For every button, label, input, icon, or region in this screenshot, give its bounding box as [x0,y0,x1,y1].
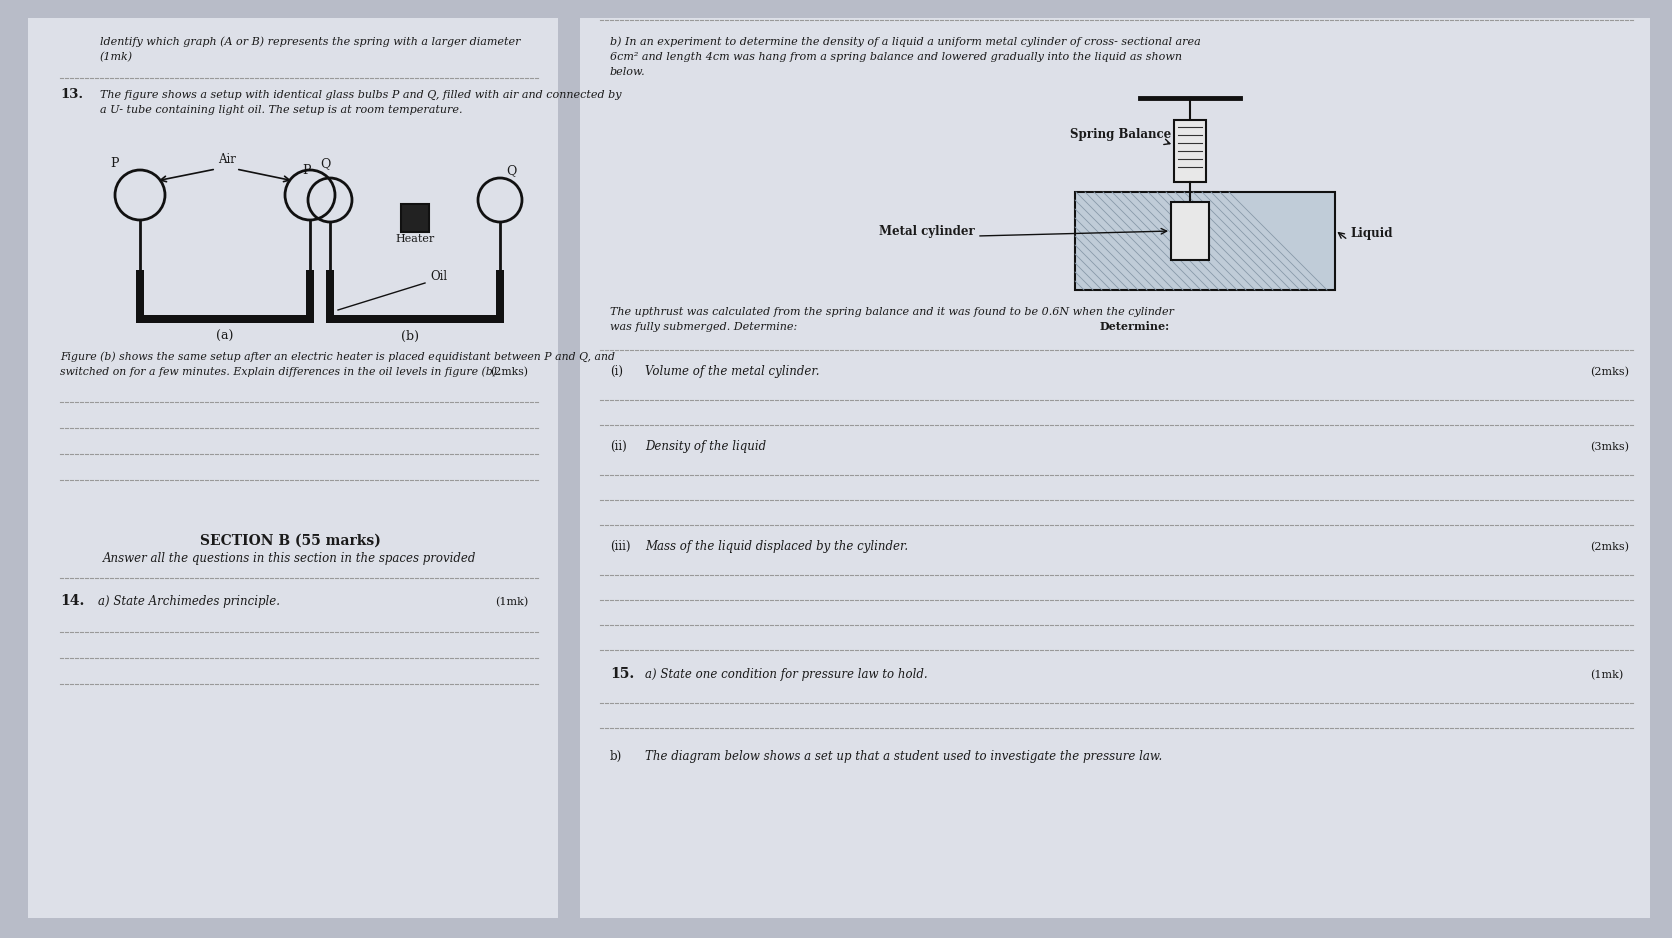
Text: (ii): (ii) [610,440,627,453]
Text: Figure (b) shows the same setup after an electric heater is placed equidistant b: Figure (b) shows the same setup after an… [60,352,615,362]
Text: below.: below. [610,67,645,77]
Text: Heater: Heater [395,234,435,244]
Text: (iii): (iii) [610,540,630,553]
Text: (i): (i) [610,365,624,378]
Bar [1174,120,1206,182]
Text: The diagram below shows a set up that a student used to investigate the pressure: The diagram below shows a set up that a … [645,750,1162,763]
Text: Determine:: Determine: [1100,321,1170,332]
Text: SECTION B (55 marks): SECTION B (55 marks) [199,534,381,548]
Text: The upthrust was calculated from the spring balance and it was found to be 0.6N : The upthrust was calculated from the spr… [610,307,1174,317]
Text: (1mk): (1mk) [100,52,134,62]
Text: (1mk): (1mk) [1590,670,1624,680]
Text: (a): (a) [216,330,234,343]
Text: a U- tube containing light oil. The setup is at room temperature.: a U- tube containing light oil. The setu… [100,105,463,115]
Text: P: P [110,157,119,170]
Text: b) In an experiment to determine the density of a liquid a uniform metal cylinde: b) In an experiment to determine the den… [610,37,1200,47]
Text: was fully submerged. Determine:: was fully submerged. Determine: [610,322,798,332]
Text: (3mks): (3mks) [1590,442,1629,452]
Text: (b): (b) [401,330,420,343]
Bar [1170,202,1209,260]
Text: 6cm² and length 4cm was hang from a spring balance and lowered gradually into th: 6cm² and length 4cm was hang from a spri… [610,52,1182,62]
Text: Liquid: Liquid [1349,227,1393,240]
Text: Oil: Oil [430,270,446,283]
Text: Air: Air [217,153,236,166]
Text: Density of the liquid: Density of the liquid [645,440,766,453]
Text: 14.: 14. [60,594,84,608]
Text: Spring Balance: Spring Balance [1070,128,1172,141]
Text: Answer all the questions in this section in the spaces provided: Answer all the questions in this section… [104,552,477,565]
Bar [1075,192,1334,290]
Text: The figure shows a setup with identical glass bulbs P and Q, filled with air and: The figure shows a setup with identical … [100,90,622,100]
Text: a) State Archimedes principle.: a) State Archimedes principle. [99,595,279,608]
Text: P: P [303,164,311,177]
Bar [326,315,503,323]
Text: a) State one condition for pressure law to hold.: a) State one condition for pressure law … [645,668,928,681]
Text: 13.: 13. [60,88,84,101]
Text: (2mks): (2mks) [1590,541,1629,552]
Text: (1mk): (1mk) [495,597,528,607]
Bar [306,270,314,323]
Text: Q: Q [507,164,517,177]
Bar [326,270,334,323]
Text: Mass of the liquid displaced by the cylinder.: Mass of the liquid displaced by the cyli… [645,540,908,553]
Bar [28,18,558,918]
Text: (2mks): (2mks) [1590,367,1629,377]
Text: Volume of the metal cylinder.: Volume of the metal cylinder. [645,365,819,378]
Bar [401,204,430,232]
Text: (2mks): (2mks) [490,367,528,377]
Text: switched on for a few minutes. Explain differences in the oil levels in figure (: switched on for a few minutes. Explain d… [60,367,500,377]
Bar [497,270,503,323]
Text: Q: Q [319,157,331,170]
Text: Metal cylinder: Metal cylinder [879,225,975,238]
Text: b): b) [610,750,622,763]
Bar [580,18,1650,918]
Bar [135,315,314,323]
Bar [135,270,144,323]
Text: 15.: 15. [610,667,634,681]
Text: ldentify which graph (A or B) represents the spring with a larger diameter: ldentify which graph (A or B) represents… [100,37,520,47]
